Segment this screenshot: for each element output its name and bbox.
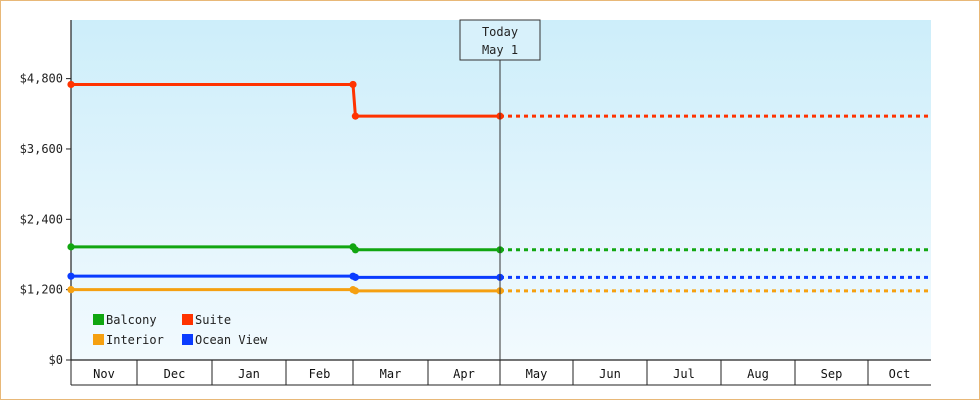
- legend-item-ocean-view: Ocean View: [182, 333, 268, 347]
- legend-item-balcony: Balcony: [93, 313, 157, 327]
- legend-label: Suite: [195, 313, 231, 327]
- x-month-label: Jan: [238, 367, 260, 381]
- today-label-line2: May 1: [482, 43, 518, 57]
- series-point: [351, 287, 360, 295]
- x-month-label: Feb: [309, 367, 331, 381]
- legend-label: Interior: [106, 333, 164, 347]
- x-month-label: Oct: [889, 367, 911, 381]
- series-line: [71, 274, 500, 279]
- series-point: [349, 80, 357, 89]
- legend-label: Ocean View: [195, 333, 268, 347]
- y-tick-label: $1,200: [20, 283, 63, 297]
- legend-item-interior: Interior: [93, 333, 164, 347]
- x-month-label: Sep: [821, 367, 843, 381]
- x-month-label: Nov: [93, 367, 115, 381]
- legend-label: Balcony: [106, 313, 157, 327]
- legend-swatch: [93, 334, 104, 345]
- legend-swatch: [182, 334, 193, 345]
- y-tick-label: $4,800: [20, 72, 63, 86]
- x-month-label: Jun: [599, 367, 621, 381]
- legend-item-suite: Suite: [182, 313, 231, 327]
- series-point: [351, 273, 360, 281]
- plot-background: [71, 20, 931, 360]
- x-month-label: May: [526, 367, 548, 381]
- legend-swatch: [93, 314, 104, 325]
- x-month-label: Jul: [673, 367, 695, 381]
- series-point: [67, 80, 75, 89]
- series-point: [351, 112, 360, 120]
- series-line: [71, 288, 500, 293]
- series-line: [71, 82, 500, 118]
- x-month-label: Aug: [747, 367, 769, 381]
- y-tick-label: $3,600: [20, 142, 63, 156]
- y-tick-label: $2,400: [20, 212, 63, 226]
- series-suite: [67, 80, 931, 120]
- legend-swatch: [182, 314, 193, 325]
- series-point: [67, 272, 75, 280]
- x-month-label: Apr: [453, 367, 475, 381]
- x-month-label: Dec: [164, 367, 186, 381]
- y-tick-label: $0: [49, 353, 63, 367]
- today-label-box: [459, 19, 541, 61]
- series-point: [351, 246, 360, 254]
- today-label-line1: Today: [482, 25, 518, 39]
- series-point: [67, 243, 75, 251]
- x-month-label: Mar: [380, 367, 402, 381]
- series-point: [67, 286, 75, 294]
